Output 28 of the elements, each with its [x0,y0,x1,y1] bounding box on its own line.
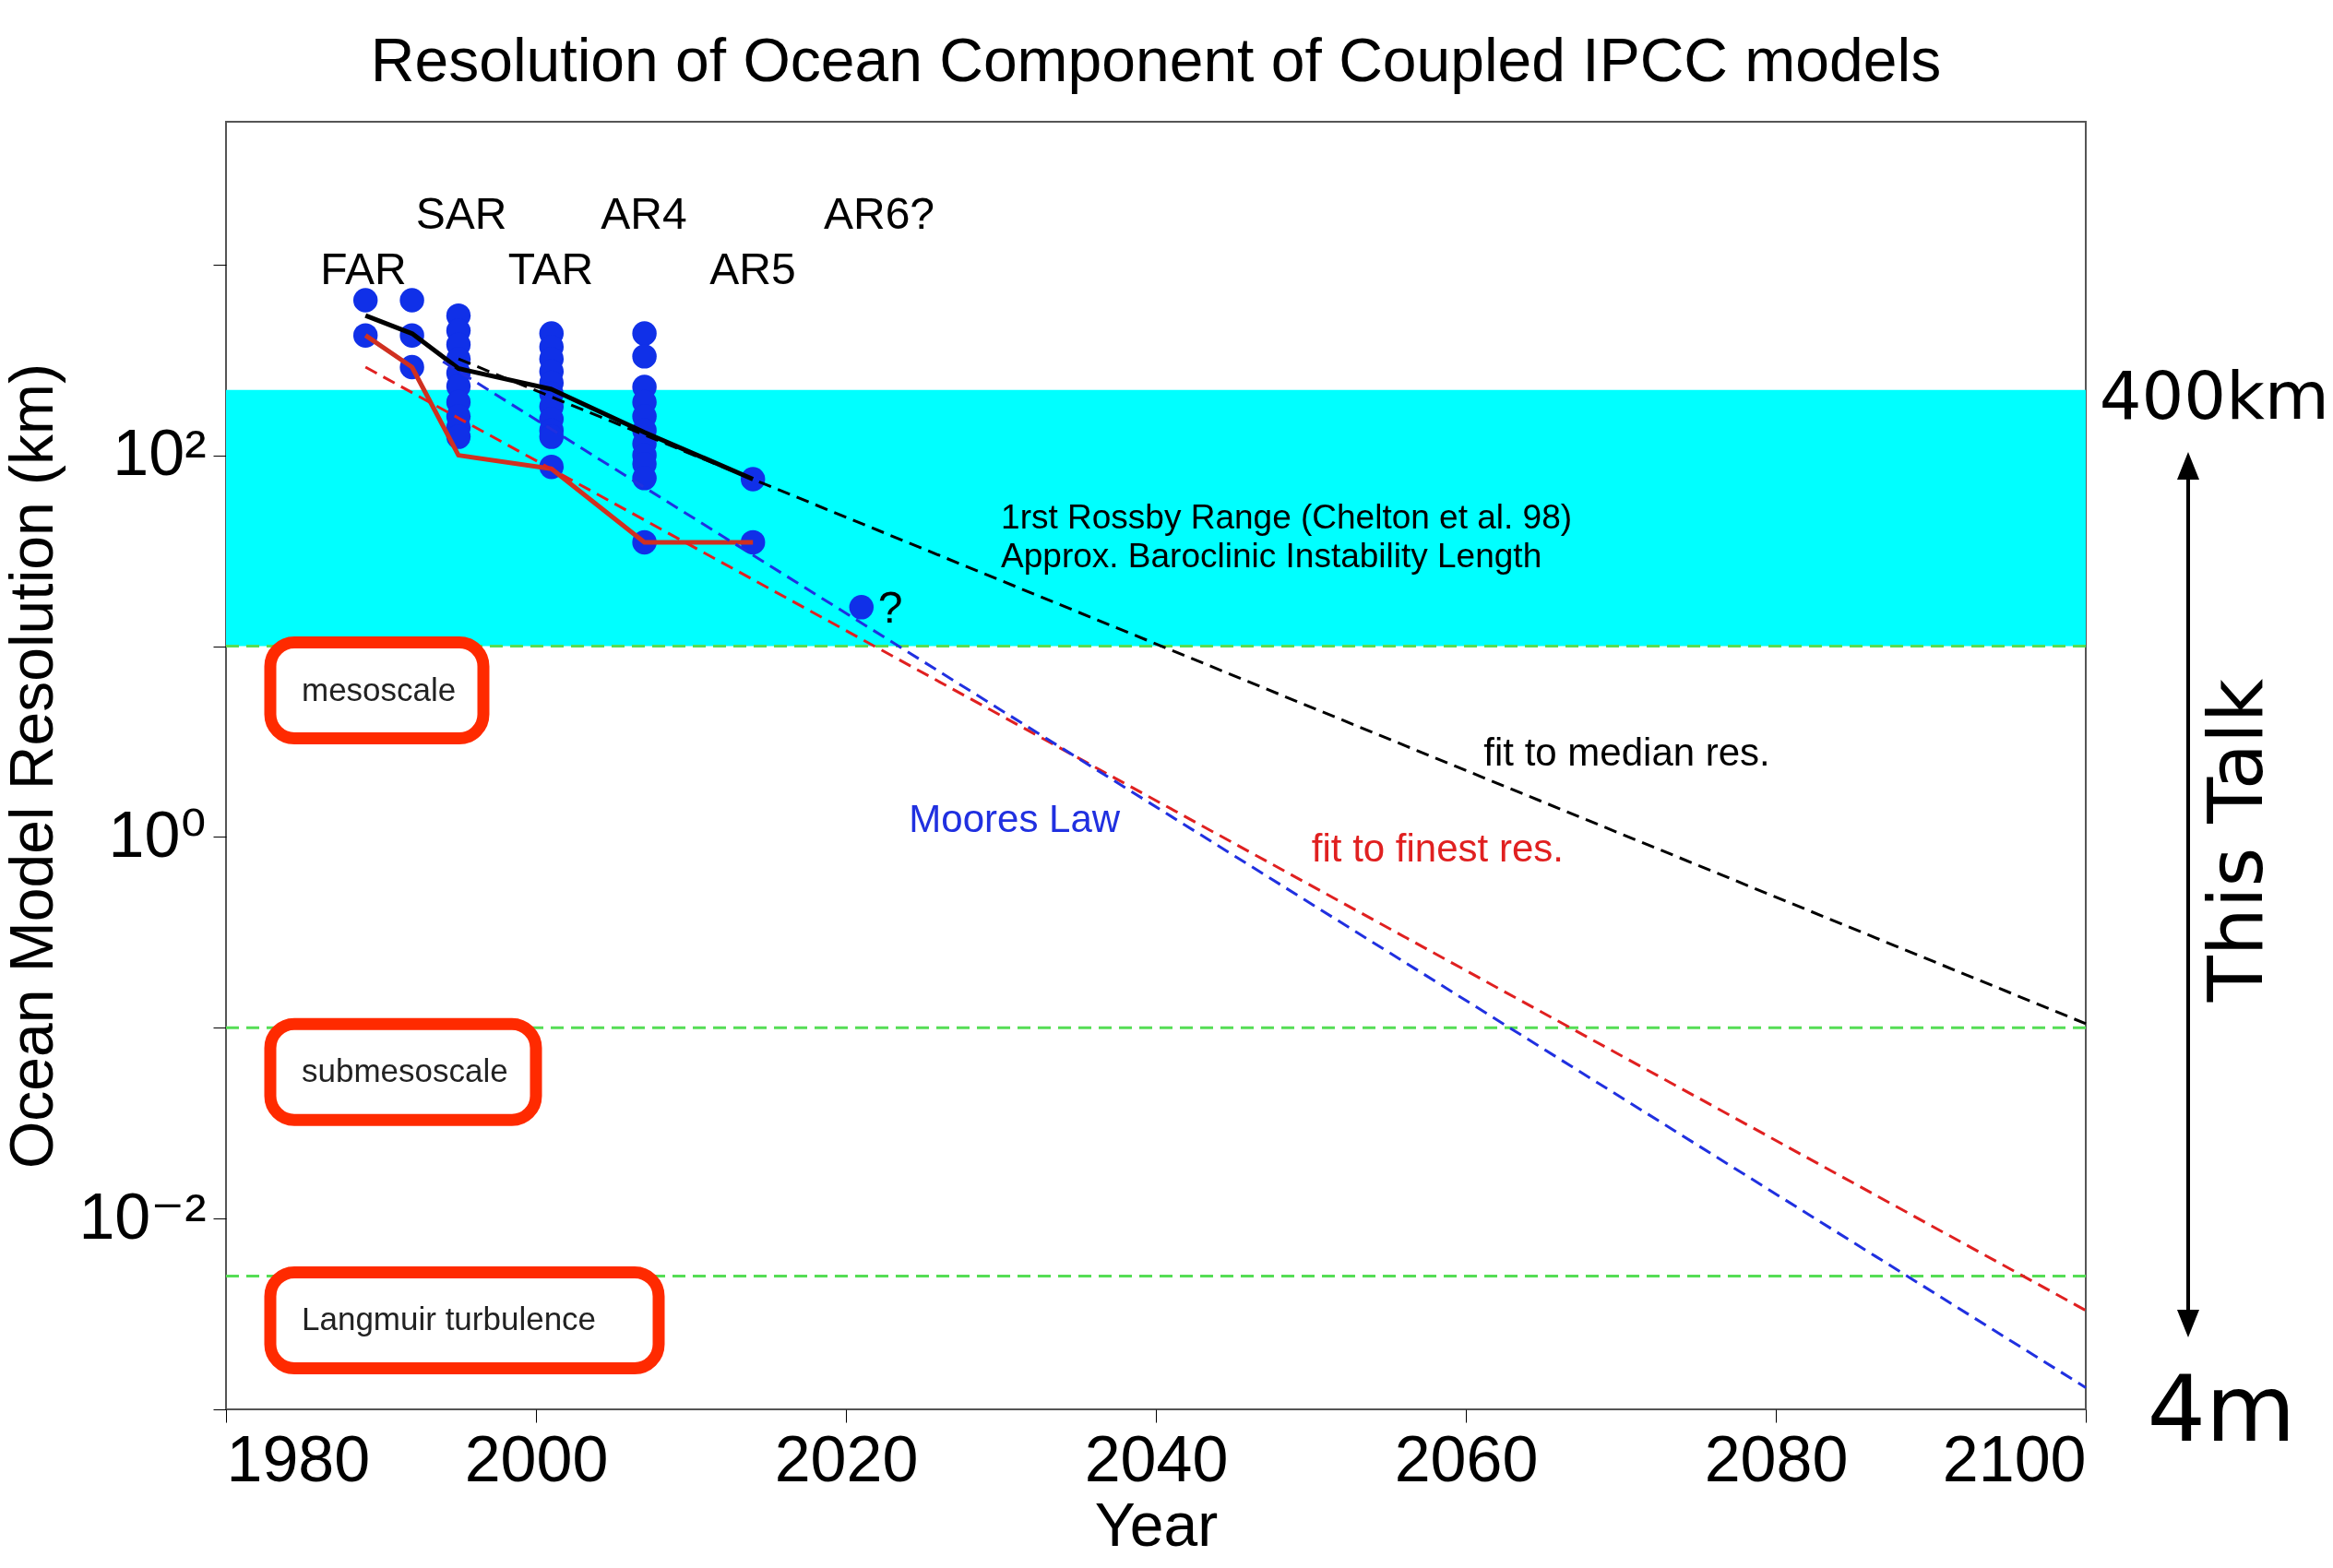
series-label: fit to finest res. [1311,826,1564,870]
series-label: Moores Law [909,797,1121,841]
annotation: TAR [507,244,594,293]
text: This Talk [2192,678,2279,1004]
annotation: AR5 [709,244,796,293]
text: 4m [2147,1355,2296,1463]
x-tick-label: 2020 [774,1422,919,1495]
y-tick-label: 10² [113,417,207,490]
x-tick-label: 2080 [1704,1422,1849,1495]
ref-line-label: submesoscale [302,1052,508,1089]
y-tick-label: 10⁻² [78,1180,207,1253]
x-tick-label: 1980 [226,1422,371,1495]
annotation: AR4 [601,189,687,238]
ref-line-label: Langmuir turbulence [302,1301,597,1337]
y-axis-title: Ocean Model Resolution (km) [0,362,66,1170]
x-tick-label: 2100 [1942,1422,2087,1495]
annotation: AR6? [823,189,935,238]
chart-title: Resolution of Ocean Component of Coupled IPCC models [370,26,1942,94]
annotation: FAR [320,244,407,293]
band-label: 1rst Rossby Range (Chelton et al. 98) Approx. Baroclinic Instability Length [1001,497,1573,575]
series-label: fit to median res. [1483,731,1770,775]
annotation: SAR [415,189,507,238]
x-tick-label: 2060 [1394,1422,1539,1495]
x-tick-label: 2000 [464,1422,609,1495]
ref-line-label: mesoscale [302,671,457,707]
text: 400km [2099,357,2329,434]
y-tick-label: 10⁰ [108,798,207,871]
annotation: ? [877,583,903,632]
